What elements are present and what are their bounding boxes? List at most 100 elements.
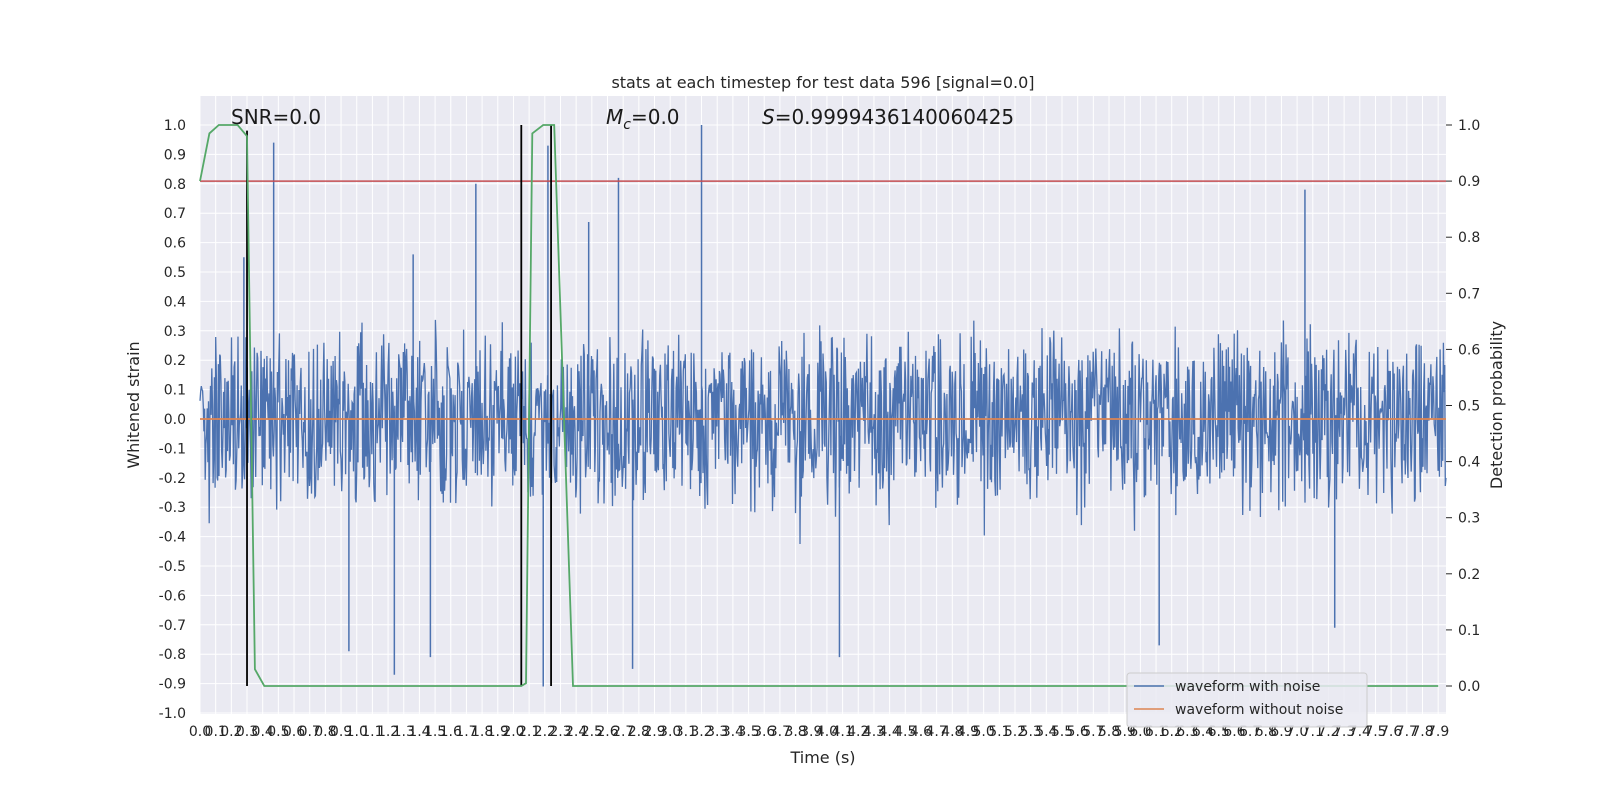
y-right-tick-label: 0.6: [1458, 342, 1480, 358]
y-axis-right-label: Detection probability: [1487, 321, 1506, 489]
y-right-tick-label: 0.8: [1458, 230, 1480, 246]
y-left-tick-label: -1.0: [159, 706, 186, 722]
x-tick-label: 0.8: [314, 724, 336, 740]
legend-box: [1126, 672, 1368, 728]
series-lines: [199, 124, 1446, 687]
x-tick-label: 7.2: [1317, 724, 1339, 740]
x-tick-label: 1.7: [455, 724, 477, 740]
y-left-tick-label: -0.1: [159, 441, 186, 457]
x-tick-label: 6.1: [1145, 724, 1167, 740]
x-tick-label: 7.1: [1302, 724, 1324, 740]
x-tick-label: 5.1: [988, 724, 1010, 740]
x-tick-label: 1.1: [361, 724, 383, 740]
chirp-mass-annotation: Mc=0.0: [606, 105, 680, 133]
y-left-tick-label: 0.5: [164, 265, 186, 281]
y-right-tick-label: 0.1: [1458, 623, 1480, 639]
x-tick-label: 5.8: [1098, 724, 1120, 740]
x-tick-label: 7.4: [1349, 724, 1371, 740]
snr-annotation: SNR=0.0: [231, 105, 321, 129]
x-tick-label: 4.2: [847, 724, 869, 740]
x-tick-label: 1.0: [346, 724, 368, 740]
x-axis-ticks: 0.00.10.20.30.40.50.60.70.80.91.01.11.21…: [189, 724, 1449, 740]
x-tick-label: 7.6: [1380, 724, 1402, 740]
y-left-tick-label: -0.4: [159, 530, 186, 546]
x-tick-label: 3.8: [784, 724, 806, 740]
x-tick-label: 2.3: [549, 724, 571, 740]
x-tick-label: 1.3: [393, 724, 415, 740]
y-axis-right-ticks: 0.0 0.1 0.2 0.3 0.4 0.5 0.6 0.7 0.8 0.9 1.0: [1446, 118, 1480, 695]
x-tick-label: 0.2: [220, 724, 242, 740]
x-tick-label: 6.0: [1129, 724, 1151, 740]
x-tick-label: 0.7: [299, 724, 321, 740]
noise-waveform-trace: [199, 319, 1447, 545]
s-symbol: S: [762, 105, 775, 129]
s-value: =0.9999436140060425: [775, 105, 1014, 129]
x-tick-label: 4.1: [831, 724, 853, 740]
x-tick-label: 6.6: [1223, 724, 1245, 740]
x-tick-label: 2.8: [628, 724, 650, 740]
x-tick-label: 1.6: [440, 724, 462, 740]
x-tick-label: 1.5: [424, 724, 446, 740]
x-tick-label: 3.9: [800, 724, 822, 740]
chirp-mass-value: =0.0: [631, 105, 680, 129]
x-tick-label: 1.8: [471, 724, 493, 740]
x-tick-label: 2.2: [534, 724, 556, 740]
x-tick-label: 2.6: [596, 724, 618, 740]
s-annotation: S=0.9999436140060425: [762, 105, 1014, 129]
x-tick-label: 2.5: [581, 724, 603, 740]
x-tick-label: 4.6: [910, 724, 932, 740]
chirp-mass-subscript: c: [623, 117, 631, 133]
legend-label-noise: waveform with noise: [1175, 679, 1320, 695]
x-tick-label: 3.2: [690, 724, 712, 740]
y-right-tick-label: 0.5: [1458, 399, 1480, 415]
x-tick-label: 0.5: [267, 724, 289, 740]
x-tick-label: 4.4: [878, 724, 900, 740]
x-tick-label: 3.5: [737, 724, 759, 740]
y-left-tick-label: 0.4: [164, 294, 186, 310]
y-right-tick-label: 1.0: [1458, 118, 1480, 134]
x-tick-label: 6.5: [1208, 724, 1230, 740]
x-tick-label: 2.9: [643, 724, 665, 740]
x-tick-label: 5.7: [1082, 724, 1104, 740]
x-tick-label: 1.2: [377, 724, 399, 740]
x-tick-label: 5.6: [1067, 724, 1089, 740]
x-tick-label: 5.9: [1114, 724, 1136, 740]
x-tick-label: 0.0: [189, 724, 211, 740]
y-right-tick-label: 0.9: [1458, 174, 1480, 190]
x-tick-label: 6.4: [1192, 724, 1214, 740]
x-tick-label: 6.9: [1270, 724, 1292, 740]
x-tick-label: 3.7: [769, 724, 791, 740]
x-tick-label: 2.4: [565, 724, 587, 740]
x-tick-label: 4.7: [925, 724, 947, 740]
x-tick-label: 5.0: [973, 724, 995, 740]
y-left-tick-label: -0.6: [159, 588, 186, 604]
y-left-tick-label: -0.5: [159, 559, 186, 575]
y-left-tick-label: 0.9: [164, 147, 186, 163]
y-left-tick-label: -0.9: [159, 677, 186, 693]
y-right-tick-label: 0.3: [1458, 511, 1480, 527]
y-left-tick-label: 0.7: [164, 206, 186, 222]
x-tick-label: 7.5: [1364, 724, 1386, 740]
y-left-tick-label: 0.1: [164, 383, 186, 399]
y-axis-left-ticks: -1.0 -0.9 -0.8 -0.7 -0.6 -0.5 -0.4 -0.3 -0.2 -0.1…: [159, 118, 186, 722]
x-tick-label: 4.5: [894, 724, 916, 740]
y-left-tick-label: -0.7: [159, 618, 186, 634]
x-tick-label: 0.4: [252, 724, 274, 740]
legend: waveform with noise waveform without noi…: [1126, 672, 1368, 728]
x-tick-label: 1.4: [408, 724, 430, 740]
x-tick-label: 3.1: [675, 724, 697, 740]
series-waveform-with-noise: [199, 125, 1447, 687]
x-axis-label: Time (s): [789, 748, 855, 767]
x-tick-label: 4.3: [863, 724, 885, 740]
y-left-tick-label: 1.0: [164, 118, 186, 134]
x-tick-label: 0.9: [330, 724, 352, 740]
y-right-tick-label: 0.4: [1458, 455, 1480, 471]
x-tick-label: 5.3: [1020, 724, 1042, 740]
x-tick-label: 0.1: [205, 724, 227, 740]
x-tick-label: 3.6: [753, 724, 775, 740]
x-tick-label: 4.9: [957, 724, 979, 740]
legend-label-no-noise: waveform without noise: [1175, 702, 1343, 718]
x-tick-label: 0.6: [283, 724, 305, 740]
x-tick-label: 5.5: [1051, 724, 1073, 740]
detection-probability-line: [199, 124, 1439, 687]
